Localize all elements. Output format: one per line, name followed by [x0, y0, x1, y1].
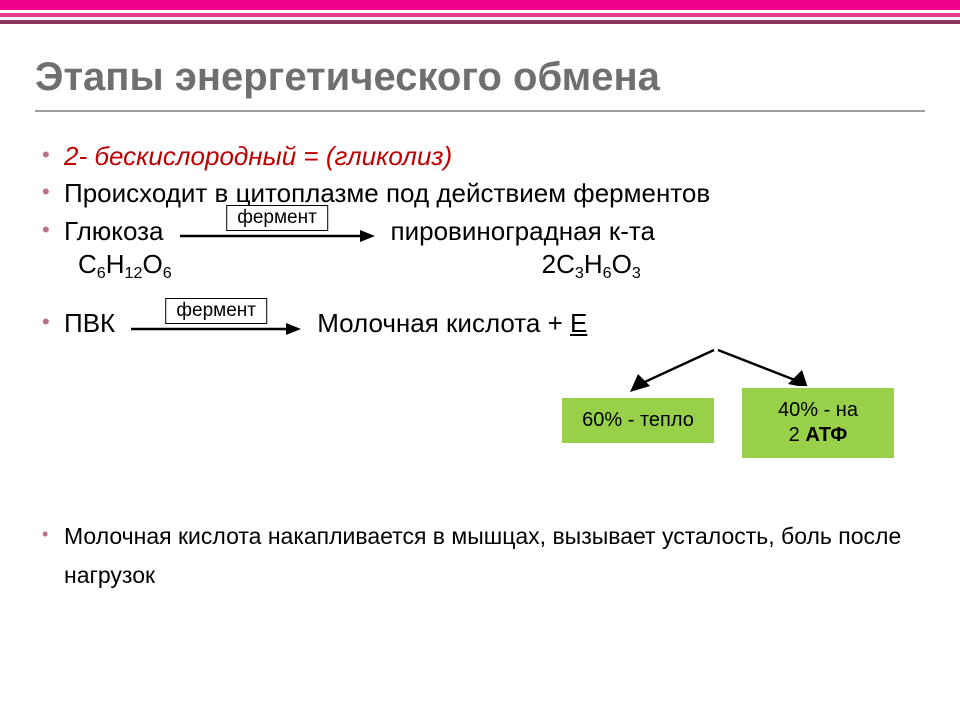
slide-title: Этапы энергетического обмена	[35, 55, 925, 108]
bullet-marker: •	[42, 177, 64, 207]
bullet-2-text: Происходит в цитоплазме под действием фе…	[64, 177, 920, 210]
reaction-1-formulas: C6H12O6 2C3H6O3	[64, 248, 920, 281]
stripe-1	[0, 0, 960, 10]
bullet-marker: •	[42, 517, 64, 551]
bullet-1: • 2- бескислородный = (гликолиз)	[42, 140, 920, 173]
bullet-4-reaction-2: • ПВК фермент Молочная кислота + Е	[42, 307, 920, 340]
reaction-1-arrow: фермент	[180, 219, 375, 243]
bullet-marker: •	[42, 307, 64, 337]
bullet-2: • Происходит в цитоплазме под действием …	[42, 177, 920, 210]
bullet-3-reaction-1: • Глюкоза фермент пировиноградная к-та C…	[42, 215, 920, 282]
heat-box: 60% - тепло	[560, 396, 716, 445]
energy-split: 60% - тепло 40% - на 2 АТФ	[302, 346, 920, 511]
title-underline	[35, 110, 925, 112]
header-stripes	[0, 0, 960, 24]
bullet-1-text: 2- бескислородный = (гликолиз)	[64, 140, 920, 173]
glucose-label: Глюкоза	[64, 215, 164, 248]
atp-box: 40% - на 2 АТФ	[740, 386, 896, 460]
stripe-3	[0, 20, 960, 24]
reaction-2-arrow: фермент	[131, 312, 301, 336]
bullet-5-note: • Молочная кислота накапливается в мышца…	[42, 517, 920, 595]
pyruvic-label: пировиноградная к-та	[391, 215, 655, 248]
pyruvic-formula: 2C3H6O3	[542, 248, 641, 281]
enzyme-box-2: фермент	[165, 298, 267, 324]
content: • 2- бескислородный = (гликолиз) • Проис…	[42, 140, 920, 600]
title-block: Этапы энергетического обмена	[35, 55, 925, 112]
energy-E: Е	[570, 308, 587, 338]
pvk-label: ПВК	[64, 307, 115, 340]
bullet-marker: •	[42, 140, 64, 170]
lactic-acid-label: Молочная кислота + Е	[317, 307, 587, 340]
enzyme-box-1: фермент	[226, 205, 328, 231]
reaction-2: ПВК фермент Молочная кислота + Е	[64, 307, 920, 340]
bullet-marker: •	[42, 215, 64, 245]
glucose-formula: C6H12O6	[78, 248, 172, 281]
note-text: Молочная кислота накапливается в мышцах,…	[64, 517, 920, 595]
reaction-1: Глюкоза фермент пировиноградная к-та	[64, 215, 920, 248]
